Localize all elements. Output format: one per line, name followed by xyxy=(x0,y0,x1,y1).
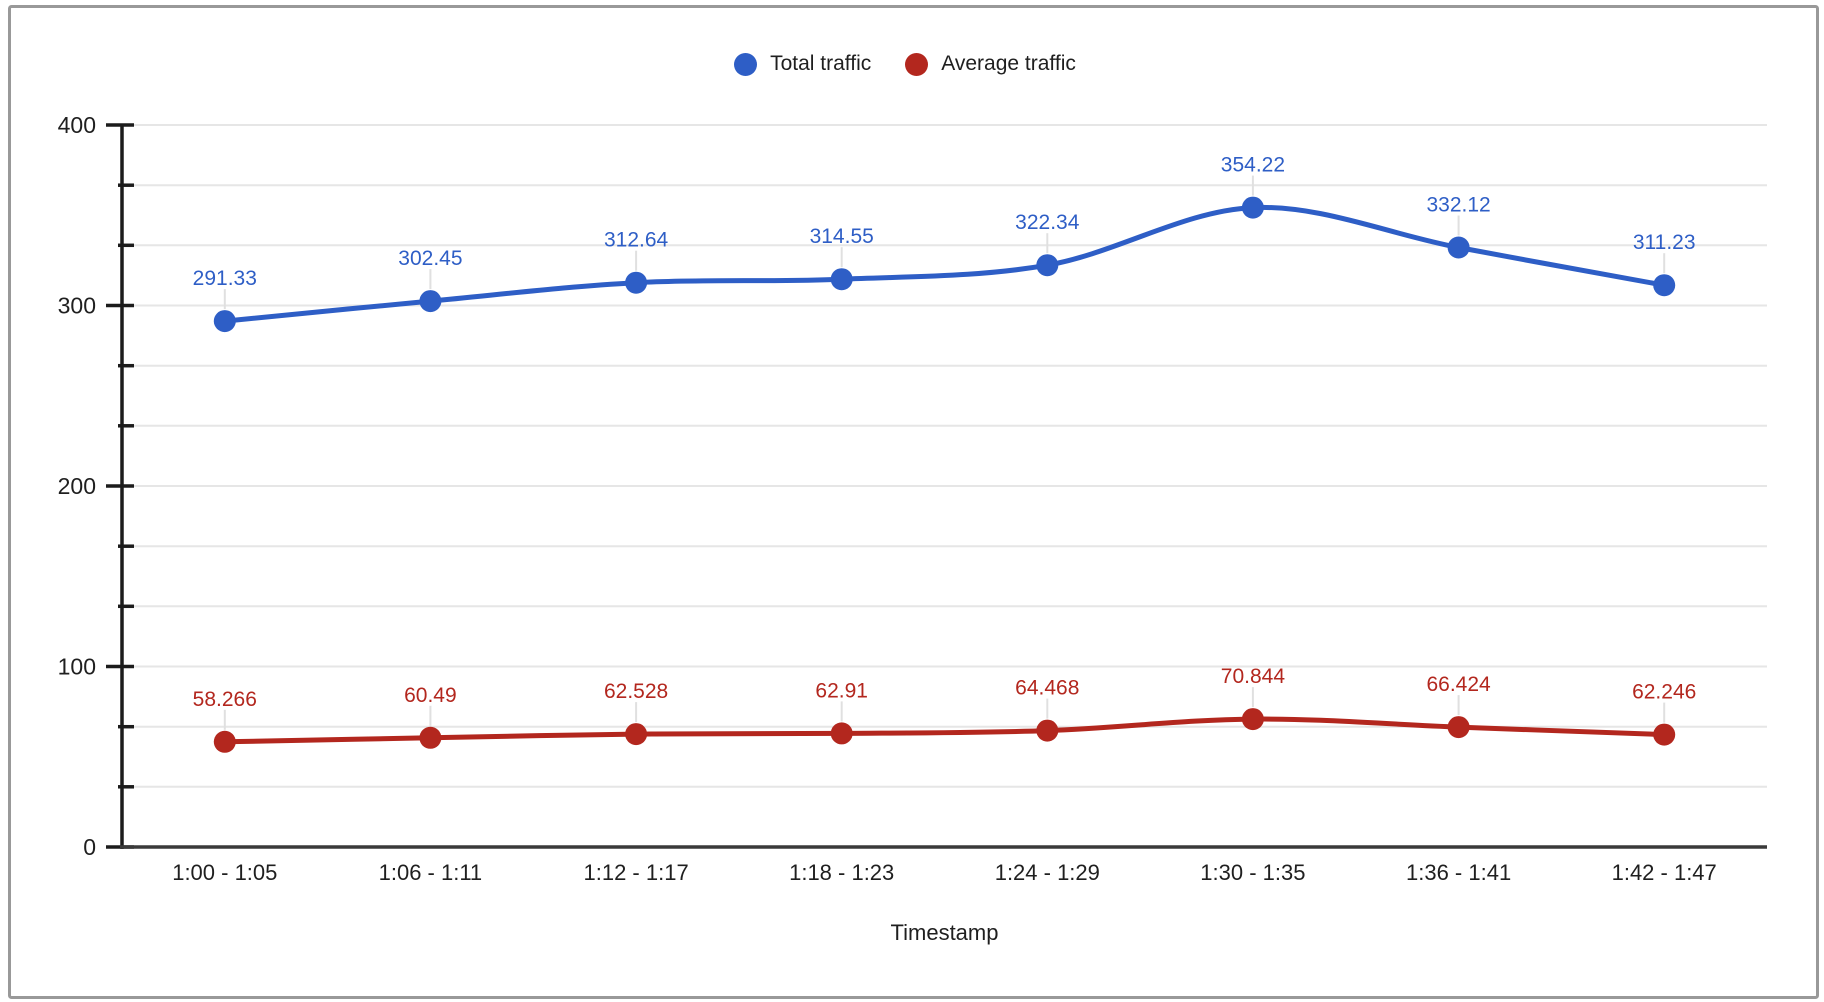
legend-item-average-traffic[interactable]: Average traffic xyxy=(905,52,1076,76)
x-category-label: 1:00 - 1:05 xyxy=(172,860,277,885)
data-point-total-traffic-6[interactable] xyxy=(1447,236,1470,259)
x-category-label: 1:06 - 1:11 xyxy=(379,860,483,885)
data-label-total-traffic-1: 302.45 xyxy=(398,247,462,270)
data-point-average-traffic-0[interactable] xyxy=(213,730,236,753)
chart-legend: Total traffic Average traffic xyxy=(0,52,1810,76)
legend-item-total-traffic[interactable]: Total traffic xyxy=(734,52,871,76)
data-label-total-traffic-5: 354.22 xyxy=(1221,154,1285,177)
legend-label-average-traffic: Average traffic xyxy=(941,52,1076,75)
data-label-total-traffic-4: 322.34 xyxy=(1015,211,1080,234)
legend-dot-average-traffic-icon xyxy=(905,52,929,76)
x-category-label: 1:24 - 1:29 xyxy=(995,860,1100,885)
data-label-average-traffic-0: 58.266 xyxy=(193,688,257,711)
y-tick-label: 400 xyxy=(58,112,96,138)
data-point-average-traffic-5[interactable] xyxy=(1241,708,1264,731)
legend-dot-total-traffic-icon xyxy=(734,52,758,76)
data-point-average-traffic-2[interactable] xyxy=(625,723,648,746)
data-point-total-traffic-4[interactable] xyxy=(1036,254,1059,277)
y-tick-label: 100 xyxy=(58,654,96,680)
data-label-total-traffic-7: 311.23 xyxy=(1633,231,1696,254)
data-label-total-traffic-3: 314.55 xyxy=(810,225,874,248)
data-point-average-traffic-6[interactable] xyxy=(1447,716,1470,739)
data-point-average-traffic-3[interactable] xyxy=(830,722,853,745)
series-line-average-traffic xyxy=(222,716,1667,745)
data-point-average-traffic-1[interactable] xyxy=(419,726,442,749)
window-border xyxy=(8,5,1819,999)
x-category-label: 1:36 - 1:41 xyxy=(1406,860,1511,885)
x-category-label: 1:18 - 1:23 xyxy=(789,860,894,885)
series-line-total-traffic xyxy=(222,204,1667,324)
data-point-total-traffic-0[interactable] xyxy=(213,310,236,333)
data-point-total-traffic-5[interactable] xyxy=(1241,196,1264,219)
data-label-total-traffic-2: 312.64 xyxy=(604,229,669,252)
data-label-average-traffic-6: 66.424 xyxy=(1426,673,1491,696)
data-label-total-traffic-0: 291.33 xyxy=(193,267,257,290)
data-point-total-traffic-2[interactable] xyxy=(625,271,648,294)
x-category-label: 1:12 - 1:17 xyxy=(584,860,689,885)
data-point-total-traffic-7[interactable] xyxy=(1653,274,1676,297)
data-label-total-traffic-6: 332.12 xyxy=(1426,194,1490,217)
data-label-average-traffic-4: 64.468 xyxy=(1015,677,1079,700)
x-axis-title: Timestamp xyxy=(891,920,999,945)
legend-label-total-traffic: Total traffic xyxy=(770,52,872,75)
data-point-total-traffic-3[interactable] xyxy=(830,268,853,291)
data-point-total-traffic-1[interactable] xyxy=(419,290,442,313)
y-tick-label: 300 xyxy=(58,293,96,319)
data-label-average-traffic-1: 60.49 xyxy=(404,684,457,707)
data-label-average-traffic-5: 70.844 xyxy=(1221,665,1286,688)
y-tick-label: 200 xyxy=(58,473,96,499)
data-label-average-traffic-7: 62.246 xyxy=(1632,681,1696,704)
data-point-average-traffic-4[interactable] xyxy=(1036,719,1059,742)
data-point-average-traffic-7[interactable] xyxy=(1653,723,1676,746)
y-tick-label: 0 xyxy=(83,834,96,860)
data-label-average-traffic-2: 62.528 xyxy=(604,680,668,703)
x-category-label: 1:42 - 1:47 xyxy=(1612,860,1717,885)
data-label-average-traffic-3: 62.91 xyxy=(815,679,868,702)
x-category-label: 1:30 - 1:35 xyxy=(1200,860,1305,885)
